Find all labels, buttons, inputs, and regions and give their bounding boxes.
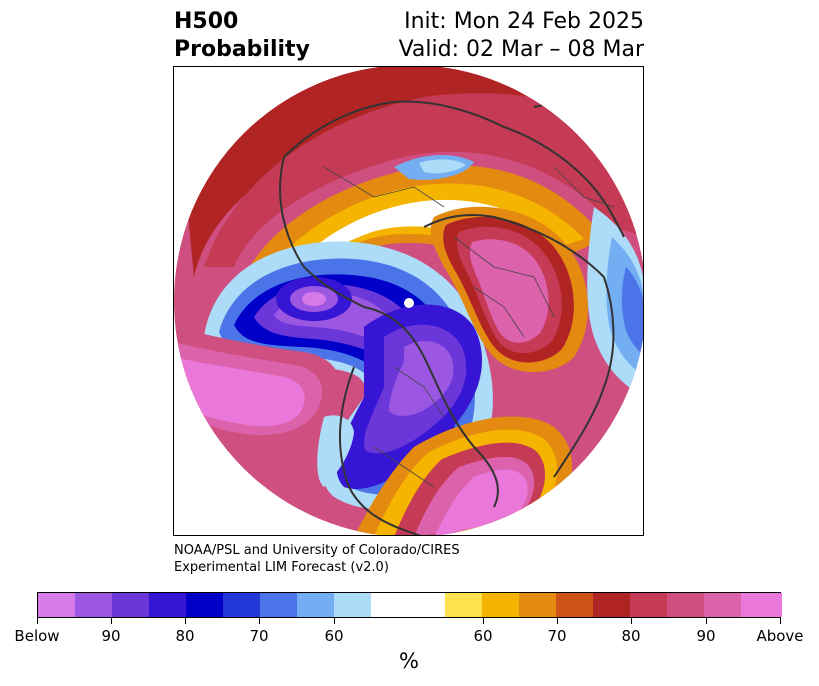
colorbar-tick-label: 70 — [249, 627, 269, 645]
colorbar-segment — [445, 593, 482, 617]
colorbar-segment — [297, 593, 334, 617]
colorbar-tick — [259, 618, 260, 624]
credit-text: NOAA/PSL and University of Colorado/CIRE… — [174, 542, 460, 576]
colorbar-segment — [667, 593, 704, 617]
colorbar-segment — [630, 593, 667, 617]
colorbar-tick — [483, 618, 484, 624]
colorbar-tick-label: 60 — [324, 627, 344, 645]
colorbar-segment — [519, 593, 556, 617]
credit-line-2: Experimental LIM Forecast (v2.0) — [174, 560, 389, 575]
colorbar-tick-label: 80 — [175, 627, 195, 645]
colorbar-tick — [185, 618, 186, 624]
colorbar-segment — [593, 593, 630, 617]
colorbar-segment — [704, 593, 741, 617]
variable-label: H500 — [174, 9, 239, 34]
colorbar-tick — [631, 618, 632, 624]
colorbar-tick-label: 60 — [473, 627, 493, 645]
colorbar-tick — [780, 618, 781, 624]
credit-line-1: NOAA/PSL and University of Colorado/CIRE… — [174, 543, 460, 558]
colorbar-segment — [741, 593, 782, 617]
probability-field — [174, 67, 643, 535]
coastlines — [279, 100, 635, 535]
colorbar-segment — [223, 593, 260, 617]
colorbar-tick-label: 90 — [696, 627, 716, 645]
colorbar-segment — [482, 593, 519, 617]
colorbar — [37, 592, 782, 618]
colorbar-segment — [408, 593, 445, 617]
colorbar-tick — [37, 618, 38, 624]
map-title: H500 Probability — [174, 8, 310, 64]
colorbar-tick-label: Above — [756, 627, 804, 645]
colorbar-segment — [186, 593, 223, 617]
polar-map — [173, 66, 644, 536]
product-label: Probability — [174, 37, 310, 62]
colorbar-tick — [111, 618, 112, 624]
colorbar-segment — [371, 593, 408, 617]
colorbar-segment — [556, 593, 593, 617]
colorbar-tick-label: Below — [14, 627, 60, 645]
colorbar-segment — [112, 593, 149, 617]
colorbar-segment — [260, 593, 297, 617]
colorbar-unit: % — [399, 649, 419, 673]
colorbar-tick-label: 80 — [621, 627, 641, 645]
dark-red-ridge — [174, 67, 643, 277]
valid-range: Valid: 02 Mar – 08 Mar — [398, 37, 644, 62]
colorbar-segment — [334, 593, 371, 617]
init-date: Init: Mon 24 Feb 2025 — [404, 9, 644, 34]
colorbar-segment — [75, 593, 112, 617]
colorbar-tick — [557, 618, 558, 624]
colorbar-segment — [149, 593, 186, 617]
colorbar-tick — [706, 618, 707, 624]
colorbar-segment — [38, 593, 75, 617]
colorbar-tick-label: 90 — [101, 627, 121, 645]
forecast-dates: Init: Mon 24 Feb 2025 Valid: 02 Mar – 08… — [399, 8, 644, 64]
colorbar-tick-label: 70 — [547, 627, 567, 645]
borders — [323, 166, 615, 488]
colorbar-tick — [334, 618, 335, 624]
